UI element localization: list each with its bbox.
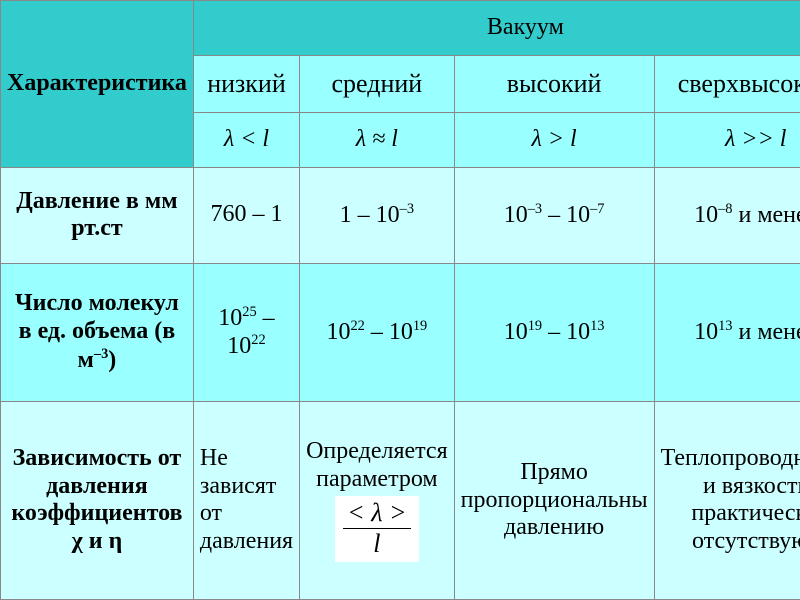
- row-pressure-label: Давление в мм рт.ст: [1, 167, 194, 263]
- row-molecules-c1: 1022 – 1019: [300, 263, 455, 401]
- vacuum-table: Характеристика Вакуум низкий средний выс…: [0, 0, 800, 600]
- row-pressure-c2: 10–3 – 10–7: [454, 167, 654, 263]
- header-characteristic: Характеристика: [1, 1, 194, 168]
- header-level-high: высокий: [454, 55, 654, 113]
- param-fraction-top: < λ >: [343, 498, 410, 529]
- header-vacuum: Вакуум: [193, 1, 800, 56]
- row-dep-c3: Теплопроводность и вязкость практически …: [654, 401, 800, 599]
- row-pressure-c3: 10–8 и менее: [654, 167, 800, 263]
- header-level-low: низкий: [193, 55, 299, 113]
- header-lambda-2: λ > l: [454, 113, 654, 168]
- row-dep-c1: Определяется параметром < λ > l: [300, 401, 455, 599]
- row-molecules-c3: 1013 и менее: [654, 263, 800, 401]
- param-fraction: < λ > l: [335, 496, 418, 563]
- header-level-ultra: сверхвысокий: [654, 55, 800, 113]
- row-dep-label: Зависимость от давления коэффициентов χ …: [1, 401, 194, 599]
- header-lambda-3: λ >> l: [654, 113, 800, 168]
- header-lambda-1: λ ≈ l: [300, 113, 455, 168]
- row-molecules-c0: 1025 – 1022: [193, 263, 299, 401]
- param-fraction-bot: l: [343, 529, 410, 559]
- row-molecules-c2: 1019 – 1013: [454, 263, 654, 401]
- header-lambda-0: λ < l: [193, 113, 299, 168]
- row-pressure-c1: 1 – 10–3: [300, 167, 455, 263]
- row-dep-c1-text: Определяется параметром: [306, 438, 448, 493]
- row-dep-c2: Прямо пропорциональны давлению: [454, 401, 654, 599]
- row-dep-c0: Не зависят от давления: [193, 401, 299, 599]
- header-level-mid: средний: [300, 55, 455, 113]
- row-molecules-label: Число молекул в ед. объема (в м–3): [1, 263, 194, 401]
- row-pressure-c0: 760 – 1: [193, 167, 299, 263]
